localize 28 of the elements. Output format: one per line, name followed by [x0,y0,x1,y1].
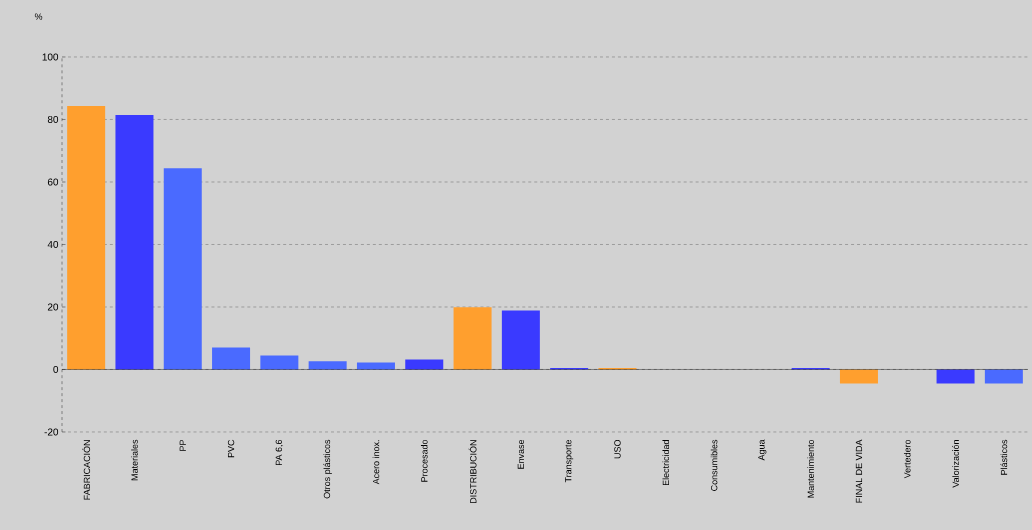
x-tick-label: Acero inox. [372,440,380,485]
x-tick-label: Consumibles [710,439,718,491]
x-tick-label: Transporte [565,439,574,483]
x-tick-label: Plásticos [1000,439,1008,475]
x-tick-label: Valorización [952,440,959,488]
y-tick-label: 20 [47,303,59,311]
x-tick-label: Envase [517,439,524,469]
y-tick-label: 0 [53,365,59,374]
x-tick-label: PVC [227,439,235,458]
x-tick-label: PP [179,439,186,451]
x-tick-label: DISTRIBUCIÓN [468,440,477,504]
y-tick-label: 100 [42,53,59,61]
y-axis-title: % [34,13,43,20]
x-tick-label: PA 6,6 [275,439,284,466]
x-tick-label: Otros plásticos [323,439,332,499]
x-tick-label: FINAL DE VIDA [855,439,863,503]
y-tick-label: 60 [47,178,59,186]
y-tick-label: -20 [44,428,59,436]
y-tick-label: 80 [47,115,59,124]
x-tick-label: USO [614,439,621,459]
y-tick-label: 40 [47,240,59,249]
x-tick-label: Vertedero [903,439,911,479]
x-tick-label: Electricidad [662,440,670,486]
x-tick-label: Procesado [420,439,428,482]
x-tick-label: Mantenimiento [807,439,814,498]
x-tick-label: Agua [758,439,767,461]
x-tick-label: FABRICACIÓN [82,440,91,500]
x-tick-label: Materiales [131,439,138,481]
